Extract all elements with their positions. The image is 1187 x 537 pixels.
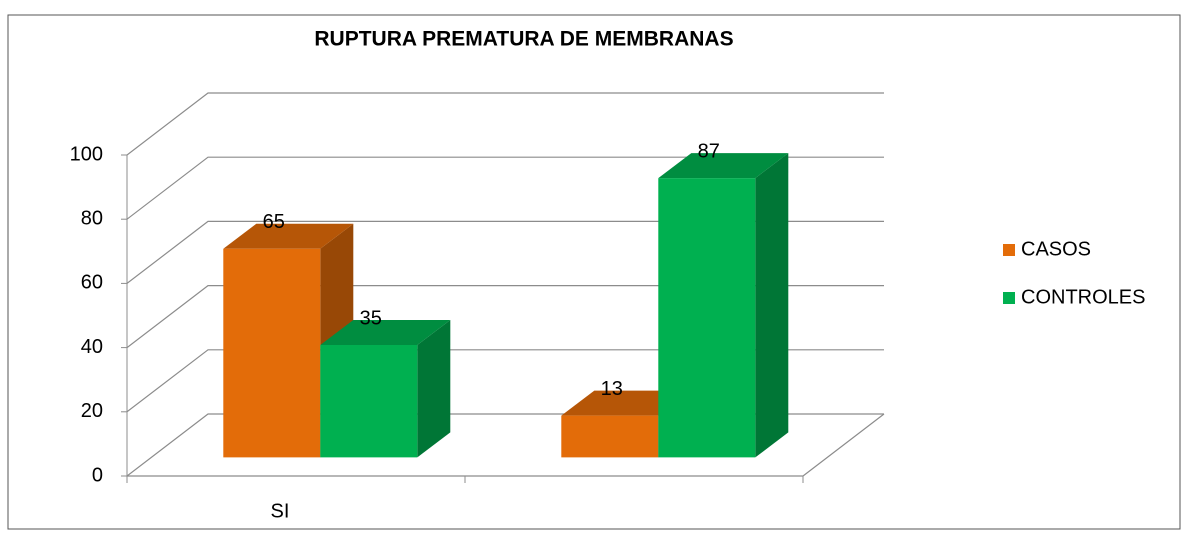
bar-top [320,320,451,346]
value-label: 35 [360,307,382,329]
bar-front [320,345,418,458]
bar-front [561,415,659,458]
value-label: 87 [698,140,720,162]
legend-label: CASOS [1021,238,1091,260]
value-label: 65 [263,211,285,233]
y-tick-label: 80 [81,207,103,229]
bar-front [658,178,756,458]
y-tick-label: 100 [70,143,103,165]
grid-line [126,92,884,156]
y-tick-label: 40 [81,336,103,358]
legend-label: CONTROLES [1021,286,1145,308]
legend-swatch [1003,292,1015,304]
y-tick-label: 20 [81,400,103,422]
bar [320,320,451,458]
bar-side [755,153,789,458]
grid-line [126,156,884,220]
bar [658,153,789,458]
bar-top [658,153,789,179]
y-tick-label: 0 [92,464,103,486]
bar-side [417,320,451,458]
x-tick-label: SI [271,500,290,522]
chart-title: RUPTURA PREMATURA DE MEMBRANAS [314,28,733,51]
value-label: 13 [601,378,623,400]
bar-top [223,223,354,249]
bar-front [223,248,321,458]
y-tick-label: 60 [81,272,103,294]
legend-swatch [1003,244,1015,256]
